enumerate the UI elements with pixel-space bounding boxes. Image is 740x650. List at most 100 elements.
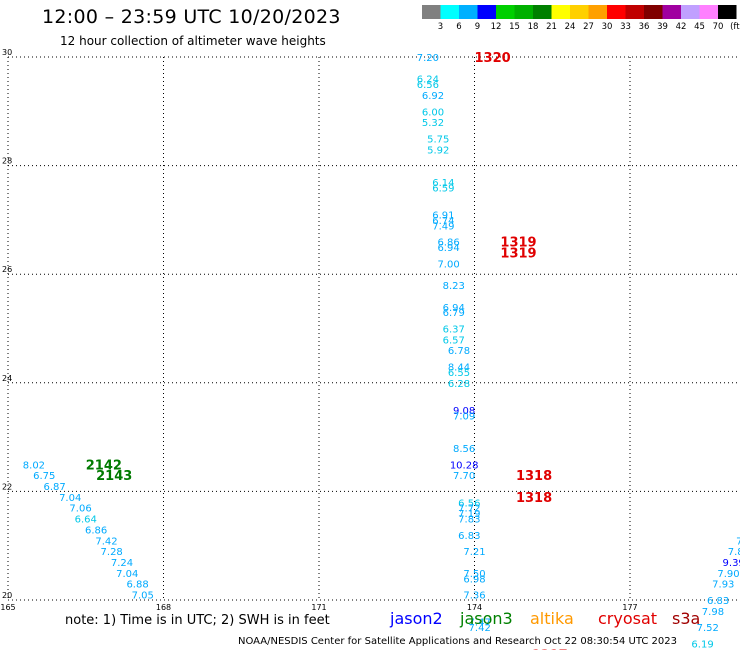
credit-line: NOAA/NESDIS Center for Satellite Applica… [238,636,677,647]
wave-height-label: 6.83 [707,596,729,607]
wave-height-label: 6.56 [417,80,439,91]
colorbar-swatch [699,5,718,19]
wave-height-label: 6.86 [85,525,107,536]
lat-tick-label: 26 [2,265,12,274]
colorbar-swatch [625,5,644,19]
colorbar-swatch [422,5,441,19]
wave-height-label: 8.56 [453,444,475,455]
colorbar-label: 3 [438,22,443,32]
lon-tick-label: 174 [467,603,482,612]
colorbar-label: 30 [602,22,613,32]
wave-height-label: 7.72 [458,504,480,515]
pass-label: 1320 [475,51,511,66]
colorbar-swatch [570,5,589,19]
wave-height-label: 6.56 [458,498,480,509]
wave-height-label: 6.19 [691,639,713,650]
pass-label: 1319 [500,236,536,251]
colorbar-swatch [533,5,552,19]
lat-tick-label: 30 [2,48,12,57]
wave-height-label: 7.52 [697,623,719,634]
wave-height-label: 6.55 [448,368,470,379]
map-subtitle: 12 hour collection of altimeter wave hei… [60,34,326,48]
wave-height-label: 6.94 [443,303,465,314]
wave-height-label: 7.06 [69,504,91,515]
wave-height-label: 6.83 [458,531,480,542]
legend-altika: altika [530,609,574,628]
colorbar-label: 42 [676,22,687,32]
colorbar-swatch [644,5,663,19]
colorbar-swatch [477,5,496,19]
wave-height-label: 6.24 [417,75,439,86]
wave-height-label: 6.87 [44,482,66,493]
wave-height-label: 8.23 [443,281,465,292]
colorbar-label: 33 [620,22,631,32]
wave-height-label: 6.78 [448,346,470,357]
wave-height-label: 7.05 [132,591,154,602]
colorbar-swatch [459,5,478,19]
wave-height-label: 7.36 [463,591,485,602]
lat-tick-label: 22 [2,482,12,491]
map-title: 12:00 – 23:59 UTC 10/20/2023 [42,6,341,28]
wave-height-label: 7.24 [111,558,133,569]
colorbar-label: 6 [456,22,461,32]
wave-height-label: 7.83 [458,515,480,526]
pass-label: 2143 [96,469,132,484]
wave-height-label: 6.92 [422,91,444,102]
wave-height-label: 6.00 [422,107,444,118]
colorbar-swatch [588,5,607,19]
wave-height-label: 7.28 [101,547,123,558]
wave-height-label: 7.47 [469,618,491,629]
wave-height-label: 7.49 [432,221,454,232]
wave-height-label: 6.79 [443,308,465,319]
lat-tick-label: 20 [2,591,12,600]
wave-height-label: 6.74 [432,216,454,227]
colorbar-swatch [496,5,515,19]
wave-height-label: 6.57 [443,335,465,346]
wave-height-label: 7.93 [712,580,734,591]
wave-height-label: 6.37 [443,325,465,336]
lon-tick-label: 165 [0,603,15,612]
colorbar-label: 24 [565,22,576,32]
wave-height-label: 6.91 [432,210,454,221]
wave-height-label: 7.70 [453,471,475,482]
wave-height-label: 7.50 [463,569,485,580]
wave-height-label: 7.04 [116,569,138,580]
wave-height-label: 10.28 [450,460,479,471]
lat-tick-label: 24 [2,374,12,383]
pass-label: 1317 [532,648,568,650]
wave-height-label: 6.98 [463,574,485,585]
wave-height-label: 7.04 [59,493,81,504]
colorbar-label: 45 [694,22,705,32]
colorbar-label: 39 [657,22,668,32]
wave-height-label: 8.44 [448,363,470,374]
lon-tick-label: 177 [622,603,637,612]
wave-height-label: 7.00 [437,259,459,270]
colorbar-label: 21 [546,22,557,32]
colorbar-label: 27 [583,22,594,32]
pass-label: 1318 [516,469,552,484]
wave-height-label: 7.09 [453,411,475,422]
lon-tick-label: 171 [311,603,326,612]
wave-height-label: 6.88 [126,580,148,591]
wave-height-label: 6.14 [432,178,454,189]
legend-cryosat: cryosat [598,609,658,628]
wave-height-label: 7.21 [463,547,485,558]
wave-height-label: 8.02 [23,460,45,471]
colorbar-label: 70 [713,22,724,32]
wave-height-label: 7.20 [417,53,439,64]
pass-label: 1318 [516,491,552,506]
wave-height-label: 5.75 [427,134,449,145]
colorbar-swatch [681,5,700,19]
wave-height-label: 6.28 [448,379,470,390]
colorbar-swatch [607,5,626,19]
wave-height-label: 5.32 [422,118,444,129]
colorbar-label: 12 [491,22,502,32]
colorbar-swatch [551,5,570,19]
legend-jason2: jason2 [390,609,443,628]
pass-label: 1319 [500,246,536,261]
legend-s3a: s3a [672,609,701,628]
wave-height-label: 7.19 [458,509,480,520]
wave-height-label: 6.94 [437,243,459,254]
footnote: note: 1) Time is in UTC; 2) SWH is in fe… [65,613,330,628]
